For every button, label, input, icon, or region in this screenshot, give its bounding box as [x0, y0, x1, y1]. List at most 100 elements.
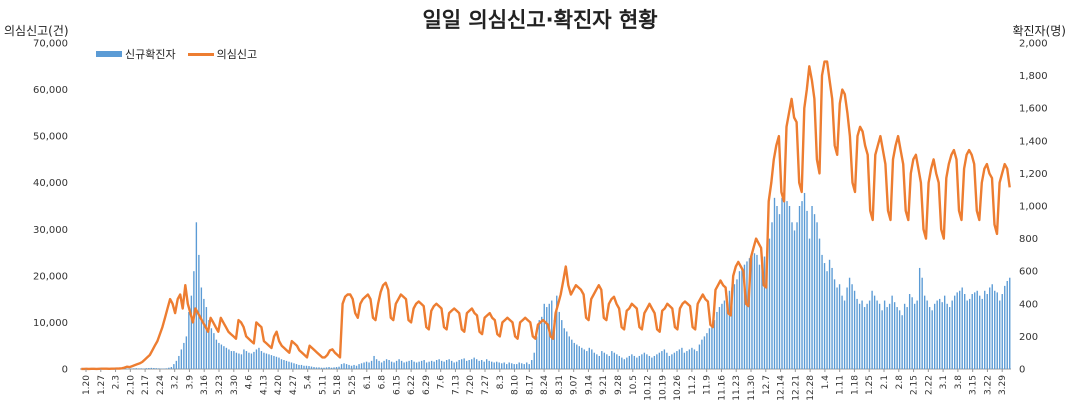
bar: [473, 357, 475, 369]
x-tick-label: 2.15: [910, 375, 920, 395]
x-tick-label: 2.8: [895, 375, 905, 390]
x-tick-label: 1.25: [865, 375, 875, 395]
y-right-tick-label: 1,200: [1019, 169, 1048, 180]
bar: [138, 368, 140, 369]
bar: [168, 367, 170, 369]
bar: [140, 368, 143, 369]
bar: [746, 261, 748, 369]
bar: [646, 354, 648, 369]
bar: [873, 295, 876, 369]
bar: [581, 347, 583, 369]
bar: [876, 300, 878, 369]
bar: [280, 359, 283, 369]
bar: [783, 192, 786, 369]
bar: [400, 360, 403, 369]
x-tick-label: 4.6: [245, 375, 255, 390]
bar: [511, 363, 513, 369]
bar: [848, 277, 851, 369]
bar: [721, 303, 723, 369]
bar: [551, 300, 553, 369]
bar: [378, 360, 380, 369]
x-tick-label: 7.6: [437, 375, 447, 390]
bar: [305, 365, 308, 369]
bar: [493, 362, 495, 369]
bar: [1004, 285, 1006, 369]
bar: [778, 214, 781, 369]
bar: [318, 367, 320, 369]
bar: [946, 303, 948, 369]
bar: [753, 253, 756, 369]
bar: [798, 206, 801, 369]
bar: [611, 351, 613, 369]
bar: [583, 349, 585, 369]
bar: [385, 359, 388, 369]
bar: [255, 349, 258, 369]
legend: 신규확진자 의심신고: [96, 46, 257, 62]
bar: [375, 359, 378, 369]
bar: [908, 294, 911, 369]
bar: [195, 222, 198, 369]
bar: [348, 364, 350, 369]
x-tick-label: 11.16: [717, 375, 727, 401]
bar: [621, 357, 623, 369]
y-right-tick-label: 2,000: [1019, 39, 1048, 50]
bar: [526, 362, 528, 369]
bar: [941, 302, 943, 369]
bar: [155, 368, 158, 369]
y-right-tick-label: 1,400: [1019, 136, 1048, 147]
bar: [556, 295, 558, 369]
bar: [788, 206, 791, 369]
bar: [741, 267, 743, 369]
bar: [813, 214, 816, 369]
bar: [383, 360, 385, 369]
x-tick-label: 3.9: [185, 375, 195, 390]
x-tick-label: 8.10: [511, 375, 521, 395]
bar: [633, 355, 636, 369]
bar: [508, 362, 510, 369]
bar: [310, 366, 313, 369]
bar: [558, 311, 560, 369]
bar: [430, 360, 433, 369]
bar: [703, 336, 706, 369]
bar: [228, 349, 230, 369]
bar: [926, 300, 928, 369]
bar: [738, 271, 741, 369]
bar: [178, 355, 180, 369]
bar: [811, 206, 813, 369]
y-left-tick-label: 50,000: [33, 132, 68, 143]
x-tick-label: 6.15: [392, 375, 402, 395]
bar: [693, 349, 696, 369]
bar: [393, 362, 395, 369]
bar: [846, 287, 848, 369]
bar: [463, 358, 465, 369]
bar: [588, 347, 590, 369]
bar: [586, 351, 588, 369]
x-tick-label: 6.8: [378, 375, 388, 390]
bar: [561, 320, 563, 369]
x-tick-label: 5.25: [348, 375, 358, 395]
bar: [513, 364, 515, 369]
bar: [303, 365, 305, 369]
bar: [248, 352, 250, 369]
bar: [966, 300, 968, 369]
bar: [948, 307, 951, 369]
bar: [293, 363, 295, 369]
bar: [478, 360, 480, 369]
bar: [916, 300, 918, 369]
bar: [974, 292, 976, 369]
bar: [203, 298, 205, 369]
bar: [761, 261, 763, 369]
bar: [833, 279, 836, 369]
x-tick-label: 2.1: [880, 375, 890, 389]
bar: [243, 349, 245, 369]
x-tick-label: 11.2: [688, 375, 698, 395]
bar: [796, 222, 798, 369]
bar: [440, 360, 443, 369]
bar: [626, 357, 628, 369]
x-tick-label: 8.3: [496, 375, 506, 389]
bar: [213, 333, 215, 369]
bar: [871, 290, 873, 369]
x-axis-labels: 1.20 1.27 2.3 2.10 2.17 2.24 3.2 3.9 3.16 3.23 3.3…: [82, 369, 1008, 401]
bar: [521, 363, 523, 369]
bar: [443, 361, 445, 369]
